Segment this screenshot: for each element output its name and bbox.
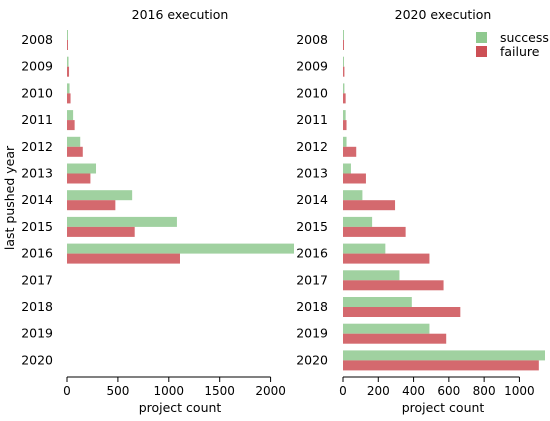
- bar-failure-2013: [343, 173, 366, 184]
- category-label-2016: 2016: [21, 246, 53, 261]
- bar-failure-2015: [67, 226, 135, 237]
- category-label-2018: 2018: [296, 299, 328, 314]
- category-label-2017: 2017: [21, 272, 53, 287]
- bar-success-2015: [343, 216, 373, 227]
- bar-success-2010: [343, 83, 345, 94]
- category-label-2011: 2011: [21, 112, 53, 127]
- bar-success-2010: [67, 83, 70, 94]
- bar-success-2017: [343, 270, 400, 281]
- bar-success-2011: [343, 110, 346, 121]
- category-label-2014: 2014: [296, 192, 328, 207]
- category-label-2009: 2009: [21, 59, 53, 74]
- bar-success-2018: [343, 297, 412, 307]
- x-tick-label-0: 0: [339, 384, 347, 398]
- x-tick-label-1000: 1000: [154, 384, 185, 398]
- bar-failure-2010: [343, 93, 346, 104]
- category-label-2016: 2016: [296, 246, 328, 261]
- y-axis-label: last pushed year: [2, 145, 17, 250]
- category-label-2013: 2013: [296, 166, 328, 181]
- bar-success-2013: [67, 163, 97, 174]
- category-label-2020: 2020: [296, 352, 328, 367]
- bar-failure-2010: [67, 93, 71, 104]
- category-label-2012: 2012: [296, 139, 328, 154]
- x-tick-label-1500: 1500: [204, 384, 235, 398]
- x-tick-label-400: 400: [402, 384, 425, 398]
- category-label-2008: 2008: [21, 32, 53, 47]
- legend-failure-label: failure: [500, 44, 540, 59]
- bar-success-2015: [67, 216, 177, 227]
- bar-failure-2020: [343, 360, 539, 371]
- bar-failure-2013: [67, 173, 91, 184]
- right-x-axis-label: project count: [402, 400, 485, 415]
- bar-success-2014: [343, 190, 363, 201]
- category-label-2018: 2018: [21, 299, 53, 314]
- bar-failure-2015: [343, 226, 406, 237]
- bar-failure-2011: [343, 120, 347, 131]
- bar-success-2012: [67, 136, 81, 147]
- left-panel: 2008 2009 2010 2011 2012 2013 2014 2015 2016 2017…: [21, 30, 294, 398]
- legend-failure-swatch: [476, 46, 487, 57]
- category-label-2009: 2009: [296, 59, 328, 74]
- bar-failure-2009: [67, 66, 70, 77]
- category-label-2012: 2012: [21, 139, 53, 154]
- x-tick-label-1000: 1000: [504, 384, 535, 398]
- bar-success-2009: [343, 56, 344, 67]
- category-label-2019: 2019: [21, 326, 53, 341]
- category-label-2017: 2017: [296, 272, 328, 287]
- category-label-2013: 2013: [21, 166, 53, 181]
- bar-failure-2008: [67, 40, 68, 50]
- bar-success-2016: [343, 243, 386, 254]
- bar-failure-2009: [343, 66, 345, 77]
- bar-failure-2017: [343, 280, 444, 291]
- bar-success-2014: [67, 190, 133, 201]
- x-tick-label-500: 500: [106, 384, 129, 398]
- bar-success-2013: [343, 163, 351, 174]
- left-x-axis-label: project count: [139, 400, 222, 415]
- left-panel-title: 2016 execution: [132, 7, 229, 22]
- category-label-2020: 2020: [21, 352, 53, 367]
- bar-failure-2014: [343, 200, 396, 211]
- category-label-2014: 2014: [21, 192, 53, 207]
- bar-success-2012: [343, 136, 347, 147]
- category-label-2008: 2008: [296, 32, 328, 47]
- x-tick-label-0: 0: [63, 384, 71, 398]
- bar-success-2008: [343, 30, 344, 40]
- bar-failure-2016: [67, 253, 180, 264]
- bar-failure-2008: [343, 40, 344, 50]
- x-tick-label-600: 600: [437, 384, 460, 398]
- category-label-2015: 2015: [21, 219, 53, 234]
- category-label-2019: 2019: [296, 326, 328, 341]
- bar-success-2016: [67, 243, 294, 254]
- legend: success failure: [476, 30, 549, 59]
- bar-success-2020: [343, 350, 545, 361]
- x-tick-label-800: 800: [473, 384, 496, 398]
- category-label-2010: 2010: [296, 85, 328, 100]
- bar-success-2009: [67, 56, 69, 67]
- legend-success-label: success: [500, 30, 549, 45]
- bar-success-2008: [67, 30, 68, 40]
- bar-success-2011: [67, 110, 74, 121]
- right-panel-title: 2020 execution: [395, 7, 492, 22]
- bar-failure-2012: [67, 146, 83, 157]
- bar-failure-2011: [67, 120, 75, 131]
- x-tick-label-200: 200: [367, 384, 390, 398]
- bar-failure-2014: [67, 200, 116, 211]
- legend-success-swatch: [476, 32, 487, 43]
- bar-failure-2018: [343, 307, 461, 317]
- bar-success-2019: [343, 323, 430, 334]
- right-panel: 2008 2009 2010 2011 2012 2013 2014 2015 2016 2017…: [296, 30, 545, 398]
- category-label-2010: 2010: [21, 85, 53, 100]
- bar-failure-2016: [343, 253, 430, 264]
- category-label-2015: 2015: [296, 219, 328, 234]
- category-label-2011: 2011: [296, 112, 328, 127]
- bar-failure-2012: [343, 146, 357, 157]
- x-tick-label-2000: 2000: [255, 384, 286, 398]
- bar-failure-2019: [343, 333, 447, 344]
